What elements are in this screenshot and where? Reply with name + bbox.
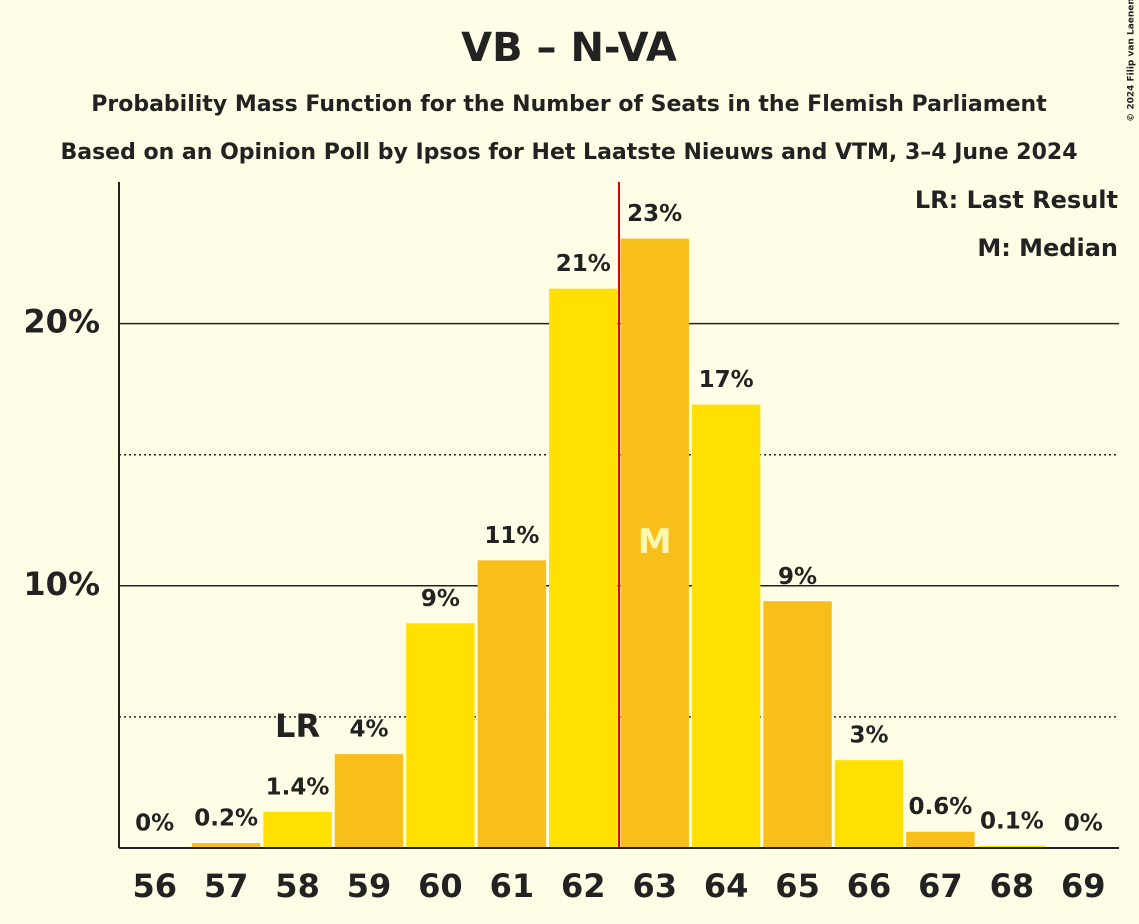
- bar: [263, 811, 332, 848]
- chart-title: VB – N-VA: [461, 25, 677, 71]
- value-label: 1.4%: [266, 774, 330, 800]
- x-tick-label: 68: [990, 867, 1035, 905]
- value-label: 0.6%: [909, 794, 973, 820]
- chart-subtitle: Based on an Opinion Poll by Ipsos for He…: [60, 140, 1077, 165]
- x-tick-label: 61: [490, 867, 535, 905]
- bar: [691, 404, 761, 848]
- x-tick-label: 66: [847, 867, 892, 905]
- bar: [334, 754, 404, 848]
- y-tick-label: 20%: [23, 303, 100, 341]
- bar: [549, 288, 618, 849]
- x-tick-label: 67: [918, 867, 963, 905]
- bar: [406, 623, 475, 848]
- value-label: 0%: [135, 811, 174, 837]
- bar: [763, 601, 832, 848]
- x-tick-label: 64: [704, 867, 749, 905]
- legend-entry: M: Median: [977, 234, 1118, 262]
- bar: [977, 845, 1047, 848]
- x-tick-label: 69: [1061, 867, 1106, 905]
- x-tick-label: 58: [275, 867, 320, 905]
- value-label: 9%: [421, 586, 460, 612]
- median-marker: M: [638, 522, 672, 562]
- value-label: 23%: [627, 201, 682, 227]
- bar: [834, 760, 904, 848]
- value-label: 21%: [556, 251, 611, 277]
- bar: [191, 843, 261, 848]
- value-label: 0%: [1064, 811, 1103, 837]
- bar: [620, 238, 689, 848]
- x-tick-label: 57: [204, 867, 249, 905]
- value-label: 0.1%: [980, 808, 1044, 834]
- value-label: 4%: [349, 717, 388, 743]
- x-tick-label: 59: [347, 867, 392, 905]
- x-tick-label: 60: [418, 867, 463, 905]
- value-label: 0.2%: [194, 806, 258, 832]
- value-label: 9%: [778, 564, 817, 590]
- last-result-marker: LR: [275, 707, 320, 745]
- y-tick-label: 10%: [23, 565, 100, 603]
- value-label: 17%: [699, 367, 754, 393]
- x-tick-label: 63: [632, 867, 677, 905]
- x-tick-label: 56: [132, 867, 177, 905]
- bar: [477, 560, 547, 848]
- legend-entry: LR: Last Result: [915, 186, 1118, 214]
- copyright: © 2024 Filip van Laenen: [1127, 0, 1137, 122]
- value-label: 11%: [484, 523, 539, 549]
- x-tick-label: 62: [561, 867, 606, 905]
- bar: [906, 831, 975, 848]
- x-tick-label: 65: [775, 867, 820, 905]
- chart-subtitle: Probability Mass Function for the Number…: [91, 92, 1047, 117]
- value-label: 3%: [849, 723, 888, 749]
